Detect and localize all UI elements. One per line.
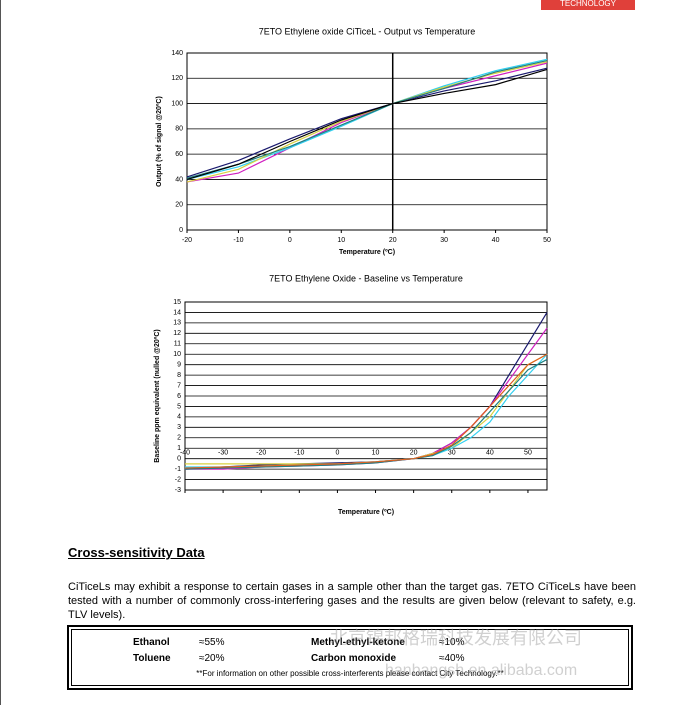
watermark: 北京锦邦格瑞科技发展有限公司 <box>330 628 582 648</box>
table-cell: Toluene <box>133 653 171 664</box>
left-border <box>0 0 1 705</box>
y-tick-label: 4 <box>177 414 181 421</box>
chart-title: 7ETO Ethylene oxide CiTiceL - Output vs … <box>259 26 476 36</box>
series-line <box>186 58 548 181</box>
series-line <box>186 59 548 179</box>
x-tick-label: 30 <box>440 237 448 244</box>
x-tick-label: 10 <box>372 450 380 457</box>
y-tick-label: 12 <box>173 330 181 337</box>
x-tick-label: 50 <box>543 237 551 244</box>
table-cell: ≈10% <box>439 637 465 648</box>
y-tick-label: -3 <box>175 487 181 494</box>
x-tick-label: -40 <box>180 450 190 457</box>
series-line <box>186 61 548 183</box>
y-tick-label: 1 <box>177 445 181 452</box>
table-cell: Ethanol <box>133 637 170 648</box>
x-tick-label: -30 <box>218 450 228 457</box>
y-tick-label: 40 <box>175 176 183 183</box>
y-tick-label: 5 <box>177 403 181 410</box>
table-inner <box>71 629 629 686</box>
y-tick-label: 13 <box>173 320 181 327</box>
y-axis-label: Output (% of signal @20ºC) <box>156 96 163 187</box>
y-tick-label: -1 <box>175 466 181 473</box>
header-tag: TECHNOLOGY <box>541 0 635 10</box>
x-tick-label: -10 <box>294 450 304 457</box>
table-cell: Methyl-ethyl-ketone <box>311 637 405 648</box>
chart-title: 7ETO Ethylene Oxide - Baseline vs Temper… <box>269 273 463 283</box>
series-line <box>184 353 548 469</box>
y-tick-label: 3 <box>177 424 181 431</box>
x-tick-label: 30 <box>448 450 456 457</box>
y-tick-label: 60 <box>175 151 183 158</box>
y-tick-label: 2 <box>177 435 181 442</box>
x-tick-label: 10 <box>337 237 345 244</box>
x-tick-label: 20 <box>389 237 397 244</box>
y-tick-label: 0 <box>179 227 183 234</box>
series-line <box>186 67 548 178</box>
x-tick-label: 40 <box>486 450 494 457</box>
section-title: Cross-sensitivity Data <box>68 545 205 560</box>
plot-area <box>186 52 548 231</box>
x-tick-label: 20 <box>410 450 418 457</box>
x-tick-label: 40 <box>492 237 500 244</box>
x-tick-label: 0 <box>335 450 339 457</box>
table-cell: ≈20% <box>199 653 225 664</box>
y-tick-label: 10 <box>173 351 181 358</box>
charts: 7ETO Ethylene oxide CiTiceL - Output vs … <box>154 26 551 516</box>
x-axis-label: Temperature (ºC) <box>339 249 395 256</box>
y-axis-label: Baseline ppm equivalent (nulled @20ºC) <box>154 329 161 462</box>
table-box: Ethanol ≈55% Methyl-ethyl-ketone ≈10% Toluen… <box>67 625 633 690</box>
y-tick-label: -2 <box>175 476 181 483</box>
y-tick-label: 6 <box>177 393 181 400</box>
y-tick-label: 20 <box>175 202 183 209</box>
y-tick-label: 140 <box>171 50 183 57</box>
y-tick-label: 9 <box>177 362 181 369</box>
x-tick-label: -20 <box>182 237 192 244</box>
x-tick-label: -20 <box>256 450 266 457</box>
table-cell: ≈40% <box>439 653 465 664</box>
x-tick-label: 0 <box>288 237 292 244</box>
x-tick-label: -10 <box>233 237 243 244</box>
footnote: **For information on other possible cros… <box>196 669 504 678</box>
y-tick-label: 11 <box>174 341 181 348</box>
y-tick-label: 80 <box>175 126 183 133</box>
y-tick-label: 120 <box>171 75 183 82</box>
paragraph: CiTiceLs may exhibit a response to certa… <box>68 581 636 621</box>
series-line <box>186 68 548 181</box>
y-tick-label: 7 <box>177 382 181 389</box>
y-tick-label: 100 <box>171 100 183 107</box>
x-tick-label: 50 <box>524 450 532 457</box>
y-tick-label: 8 <box>177 372 181 379</box>
table-cell: Carbon monoxide <box>311 653 397 664</box>
x-axis-label: Temperature (ºC) <box>338 509 394 516</box>
y-tick-label: 0 <box>177 456 181 463</box>
series-line <box>184 312 548 470</box>
table-cell: ≈55% <box>199 637 225 648</box>
y-tick-label: 14 <box>173 309 181 316</box>
watermark: hanbangsh.en.alibaba.com <box>385 662 578 679</box>
y-tick-label: 15 <box>173 299 181 306</box>
